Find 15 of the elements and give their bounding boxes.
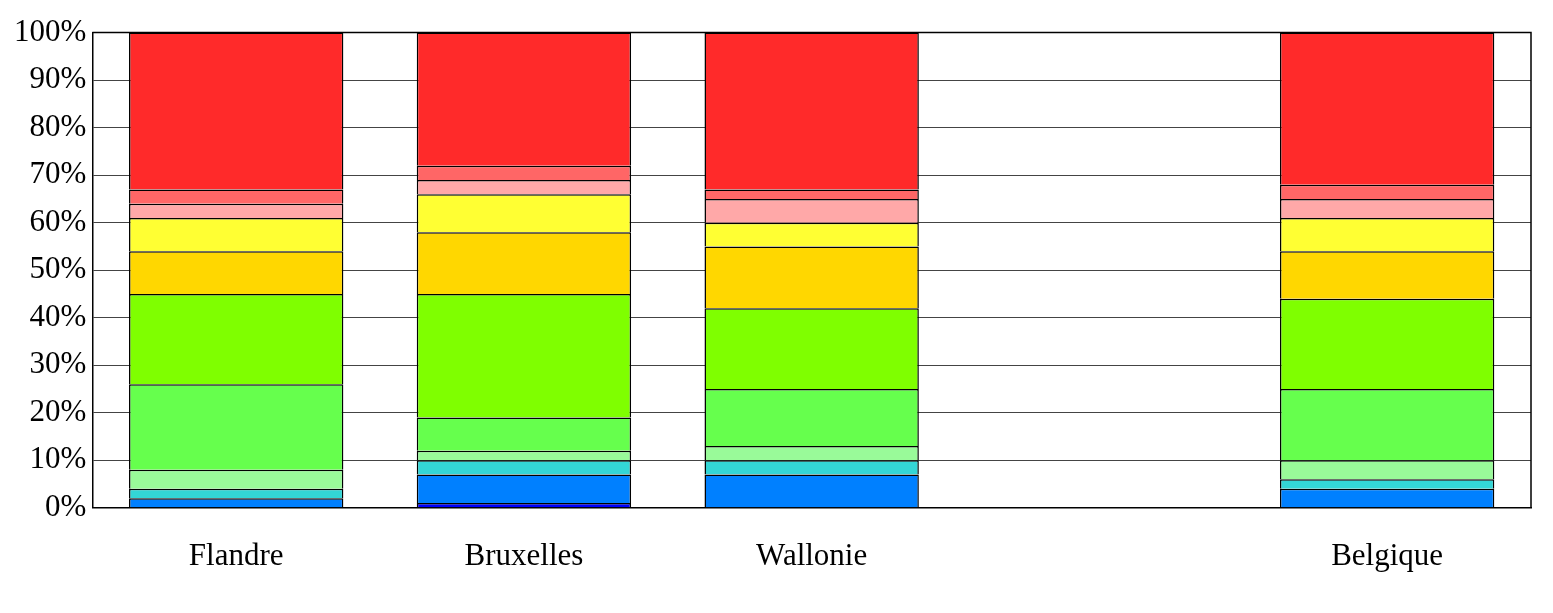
y-tick-label: 30% [29,345,87,381]
y-tick-label: 80% [29,107,87,143]
y-tick-label: 100% [14,12,87,48]
x-tick-label: Belgique [1331,536,1444,572]
y-tick-label: 60% [29,202,87,238]
y-tick-label: 70% [29,155,87,191]
y-tick-label: 0% [45,487,87,523]
x-tick-label: Bruxelles [464,536,584,572]
y-tick-label: 20% [29,392,87,428]
x-tick-label: Wallonie [756,536,868,572]
x-tick-label: Flandre [188,536,284,572]
y-tick-label: 50% [29,250,87,286]
y-tick-label: 40% [29,297,87,333]
y-tick-label: 10% [29,440,87,476]
y-tick-label: 90% [29,60,87,96]
